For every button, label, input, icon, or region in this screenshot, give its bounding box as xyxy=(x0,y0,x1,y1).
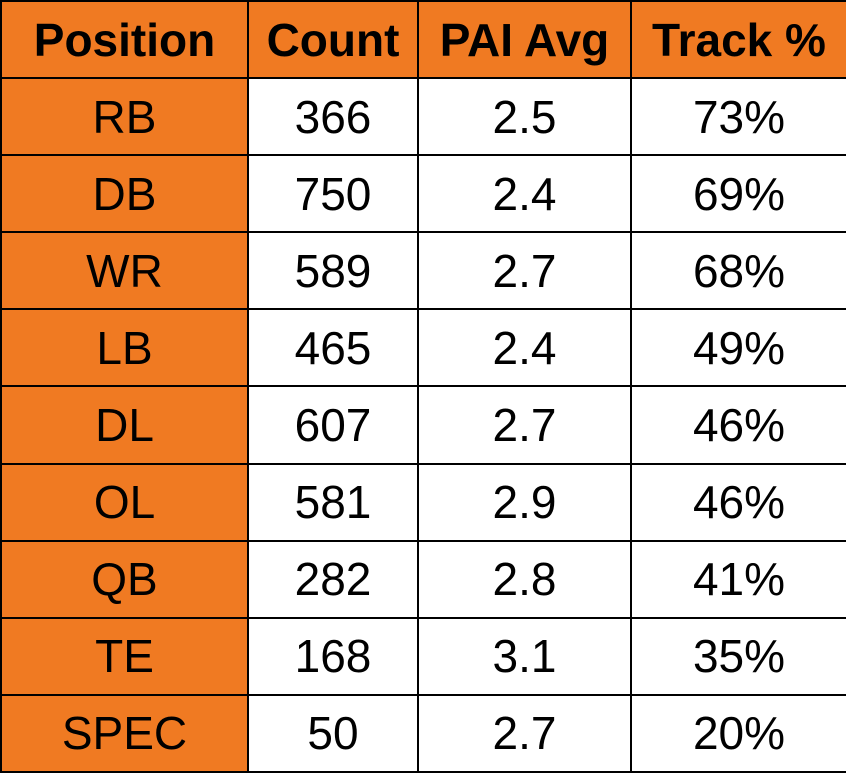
header-cell: Track % xyxy=(630,0,846,79)
header-cell: Position xyxy=(0,0,249,79)
value-cell: 2.5 xyxy=(417,76,632,157)
position-cell: TE xyxy=(0,616,249,696)
value-cell: 20% xyxy=(630,693,846,773)
table-row: OL 581 2.9 46% xyxy=(0,462,846,542)
table-row: SPEC 50 2.7 20% xyxy=(0,693,846,773)
value-cell: 50 xyxy=(247,693,419,773)
value-cell: 3.1 xyxy=(417,616,632,696)
value-cell: 366 xyxy=(247,76,419,157)
position-cell: RB xyxy=(0,76,249,157)
table-header: Position Count PAI Avg Track % xyxy=(0,0,846,79)
value-cell: 2.7 xyxy=(417,693,632,773)
value-cell: 49% xyxy=(630,308,846,388)
value-cell: 2.9 xyxy=(417,462,632,542)
value-cell: 750 xyxy=(247,154,419,234)
table-row: LB 465 2.4 49% xyxy=(0,308,846,388)
table-row: QB 282 2.8 41% xyxy=(0,539,846,619)
value-cell: 69% xyxy=(630,154,846,234)
position-cell: QB xyxy=(0,539,249,619)
value-cell: 41% xyxy=(630,539,846,619)
table-row: RB 366 2.5 73% xyxy=(0,76,846,157)
value-cell: 581 xyxy=(247,462,419,542)
position-cell: SPEC xyxy=(0,693,249,773)
value-cell: 168 xyxy=(247,616,419,696)
value-cell: 2.4 xyxy=(417,154,632,234)
value-cell: 2.8 xyxy=(417,539,632,619)
header-cell: PAI Avg xyxy=(417,0,632,79)
table-row: WR 589 2.7 68% xyxy=(0,231,846,311)
position-cell: DB xyxy=(0,154,249,234)
value-cell: 68% xyxy=(630,231,846,311)
value-cell: 2.4 xyxy=(417,308,632,388)
table-row: DB 750 2.4 69% xyxy=(0,154,846,234)
header-row: Position Count PAI Avg Track % xyxy=(0,0,846,79)
value-cell: 2.7 xyxy=(417,385,632,465)
header-cell: Count xyxy=(247,0,419,79)
table-body: RB 366 2.5 73% DB 750 2.4 69% WR 589 2.7 68% LB 465 2.… xyxy=(0,76,846,773)
table-row: TE 168 3.1 35% xyxy=(0,616,846,696)
value-cell: 282 xyxy=(247,539,419,619)
value-cell: 465 xyxy=(247,308,419,388)
position-cell: OL xyxy=(0,462,249,542)
value-cell: 46% xyxy=(630,462,846,542)
position-cell: DL xyxy=(0,385,249,465)
position-cell: WR xyxy=(0,231,249,311)
value-cell: 607 xyxy=(247,385,419,465)
value-cell: 35% xyxy=(630,616,846,696)
position-cell: LB xyxy=(0,308,249,388)
value-cell: 2.7 xyxy=(417,231,632,311)
value-cell: 73% xyxy=(630,76,846,157)
table-row: DL 607 2.7 46% xyxy=(0,385,846,465)
value-cell: 46% xyxy=(630,385,846,465)
value-cell: 589 xyxy=(247,231,419,311)
